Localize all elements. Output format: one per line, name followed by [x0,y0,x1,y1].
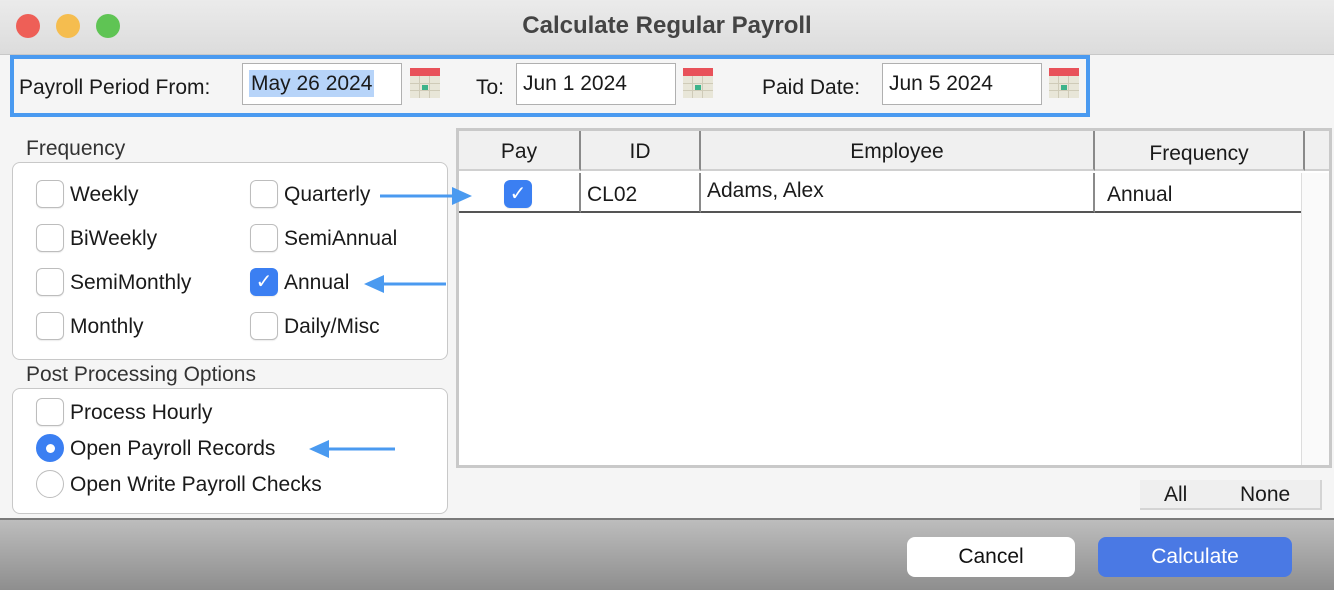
frequency-weekly-label: Weekly [70,183,139,206]
period-to-label: To: [476,76,505,99]
arrow-left-icon [309,440,395,458]
calendar-icon[interactable] [410,66,440,98]
header-filler [1305,131,1329,171]
process-hourly-label: Process Hourly [70,401,213,424]
select-all-button[interactable]: All [1164,483,1188,506]
arrow-right-icon [380,187,472,205]
zoom-button[interactable] [96,14,120,38]
post-processing-group [12,388,448,514]
open-payroll-records-label: Open Payroll Records [70,437,276,460]
period-from-value: May 26 2024 [249,70,375,97]
calendar-icon[interactable] [1049,66,1079,98]
column-header-id[interactable]: ID [581,131,701,171]
employee-table: Pay ID Employee Frequency ✓ CL02 Adams, … [456,128,1332,468]
frequency-quarterly-checkbox[interactable] [250,180,278,208]
frequency-semimonthly-label: SemiMonthly [70,271,192,294]
id-cell: CL02 [581,173,701,213]
period-from-label: Payroll Period From: [19,76,211,99]
column-header-pay[interactable]: Pay [459,131,581,171]
paid-date-label: Paid Date: [762,76,861,99]
open-write-checks-label: Open Write Payroll Checks [70,473,322,496]
paid-date-field[interactable]: Jun 5 2024 [882,63,1042,105]
open-write-checks-radio[interactable] [36,470,64,498]
open-payroll-records-radio[interactable] [36,434,64,462]
calendar-icon[interactable] [683,66,713,98]
pay-checkbox[interactable]: ✓ [504,180,532,208]
column-header-employee[interactable]: Employee [701,131,1095,171]
select-none-button[interactable]: None [1240,483,1291,506]
frequency-dailymisc-label: Daily/Misc [284,315,380,338]
frequency-annual-checkbox[interactable]: ✓ [250,268,278,296]
frequency-weekly-checkbox[interactable] [36,180,64,208]
frequency-monthly-checkbox[interactable] [36,312,64,340]
select-buttons: All None [1140,480,1322,510]
employee-cell: Adams, Alex [701,173,1095,213]
frequency-biweekly-checkbox[interactable] [36,224,64,252]
minimize-button[interactable] [56,14,80,38]
frequency-semiannual-label: SemiAnnual [284,227,398,250]
title-bar: Calculate Regular Payroll [0,0,1334,55]
window-title: Calculate Regular Payroll [522,12,812,39]
period-to-field[interactable]: Jun 1 2024 [516,63,676,105]
frequency-semimonthly-checkbox[interactable] [36,268,64,296]
frequency-annual-label: Annual [284,271,350,294]
frequency-quarterly-label: Quarterly [284,183,371,206]
frequency-group [12,162,448,360]
table-scrollbar[interactable] [1301,173,1329,465]
period-from-field[interactable]: May 26 2024 [242,63,402,105]
frequency-label: Frequency [26,137,126,160]
footer-bar: Cancel Calculate [0,518,1334,590]
close-button[interactable] [16,14,40,38]
arrow-left-icon [364,275,446,293]
post-processing-label: Post Processing Options [26,363,256,386]
cancel-button[interactable]: Cancel [907,537,1075,577]
pay-cell: ✓ [459,173,581,213]
process-hourly-checkbox[interactable] [36,398,64,426]
frequency-monthly-label: Monthly [70,315,144,338]
frequency-biweekly-label: BiWeekly [70,227,158,250]
calculate-button[interactable]: Calculate [1098,537,1292,577]
frequency-semiannual-checkbox[interactable] [250,224,278,252]
frequency-dailymisc-checkbox[interactable] [250,312,278,340]
column-header-frequency[interactable]: Frequency [1095,131,1305,171]
frequency-cell: Annual [1095,173,1301,213]
